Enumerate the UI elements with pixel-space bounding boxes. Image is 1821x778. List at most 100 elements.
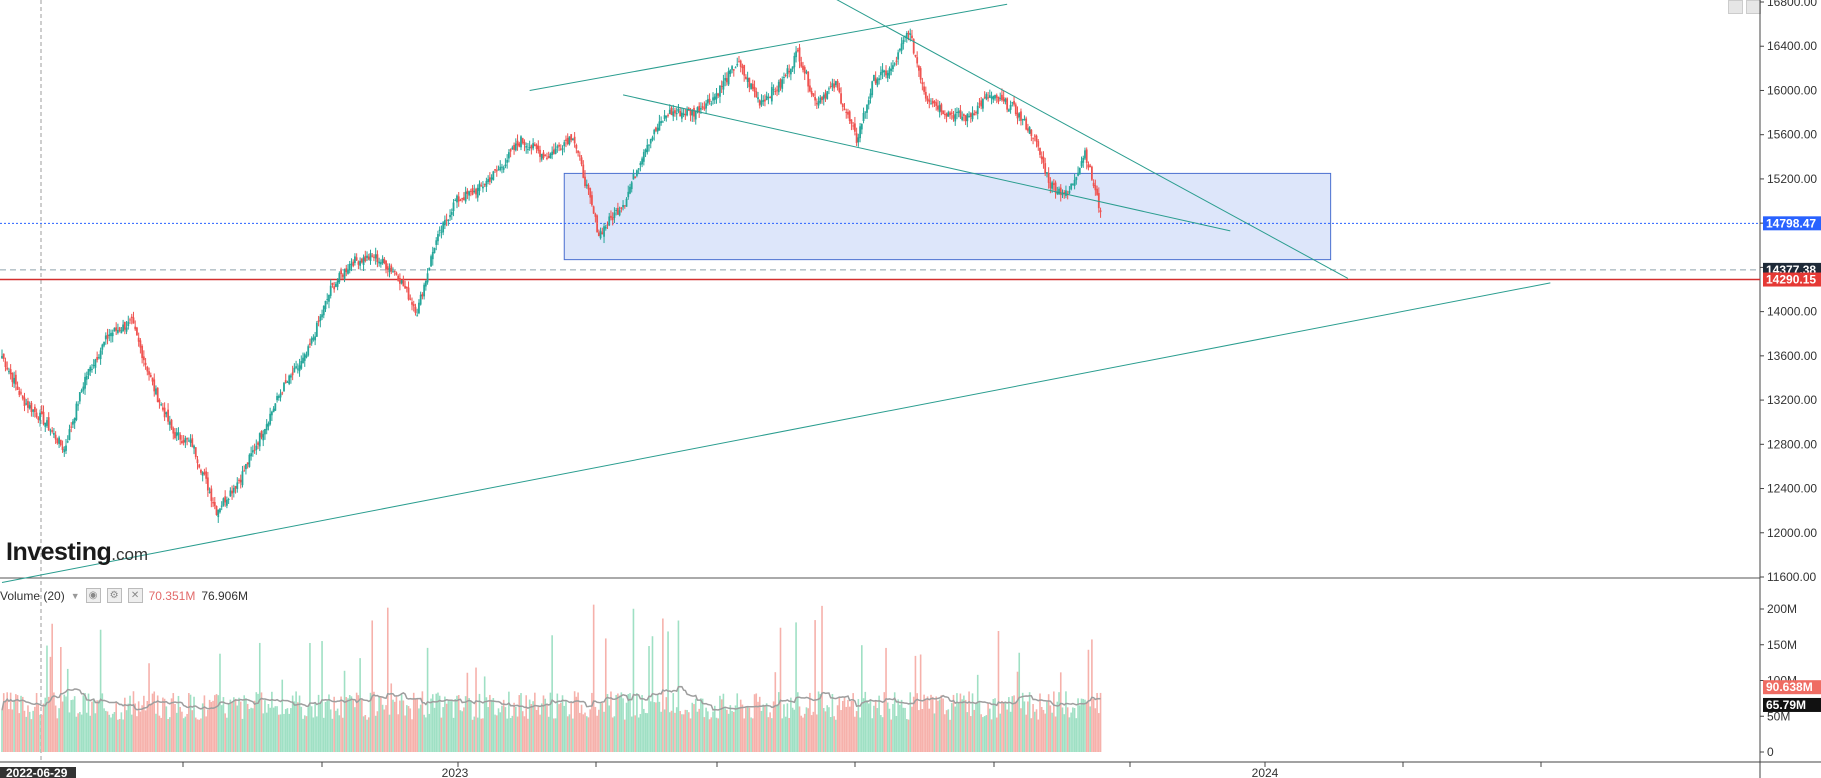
close-icon[interactable]: ✕ [127,588,143,603]
candle-body [751,83,754,89]
volume-bar [700,698,702,752]
candle-body [886,72,889,79]
volume-bar [636,693,638,752]
volume-bar [627,694,630,752]
candle-body [556,146,559,148]
volume-bar [113,712,116,752]
volume-bar [85,712,88,752]
volume-bar [748,707,751,752]
candle-body [542,152,545,159]
volume-bar [862,698,865,752]
candle-body [1011,102,1014,104]
volume-bar [535,709,538,752]
volume-bar [1020,708,1022,752]
eye-icon[interactable]: ◉ [85,588,101,603]
candle-body [599,230,602,239]
chevron-down-icon[interactable]: ▼ [70,590,80,601]
candle-body [1026,128,1029,131]
volume-bar [281,679,284,752]
candle-body [630,182,633,190]
volume-bar [1013,695,1015,752]
volume-bar [300,706,303,752]
candle-body [1044,163,1047,174]
volume-bar [836,705,839,752]
candle-body [58,437,60,444]
volume-bar [755,693,758,752]
volume-bar [143,695,145,752]
volume-bar [764,706,766,752]
volume-bar [966,712,969,752]
window-control-icon[interactable] [1728,0,1743,14]
volume-bar [556,693,559,752]
volume-bar [146,700,149,752]
candle-body [796,50,799,52]
volume-bar [149,703,152,752]
volume-bar [162,697,164,752]
candle-body [520,136,522,148]
candle-body [983,96,986,98]
candle-body [528,147,531,149]
volume-bar [921,708,924,752]
volume-bar [876,708,879,752]
volume-bar [118,719,121,752]
candle-body [523,141,526,145]
volume-bar [719,695,721,752]
candle-body [938,105,941,113]
volume-bar [841,700,844,752]
gear-icon[interactable]: ⚙ [106,588,122,603]
volume-label: Volume (20) [0,588,65,603]
candle-body [478,183,481,191]
candle-body [47,417,50,431]
volume-bar [681,714,683,752]
candle-body [997,96,1000,102]
volume-bar [229,699,232,752]
candle-body [443,220,446,226]
volume-bar [82,695,85,752]
volume-bar [508,691,510,752]
volume-bar [322,717,325,752]
volume-bar [201,703,204,752]
volume-bar [561,695,564,752]
candle-body [698,105,701,113]
candle-body [376,254,379,263]
candle-body [558,144,560,147]
candle-body [198,464,201,468]
volume-bar [279,714,282,752]
candle-body [587,185,590,190]
candle-body [715,92,718,100]
candle-body [431,251,434,260]
trendlines [1,0,1551,584]
volume-bar [554,718,557,752]
volume-bar [976,674,979,752]
candle-body [741,66,744,69]
candle-body [129,319,131,321]
volume-bar [63,694,66,752]
volume-bar [558,704,560,752]
volume-bar [271,691,273,752]
volume-bar [954,706,957,752]
candle-body [755,91,758,98]
candle-body [916,57,919,64]
candle-body [795,51,797,58]
volume-bar [634,715,636,752]
candle-body [227,499,230,501]
candle-body [234,485,237,489]
volume-bar [234,698,237,752]
candle-body [847,111,849,115]
volume-bar [222,697,225,752]
candle-body [238,479,240,481]
candle-body [700,108,702,110]
volume-bar [444,696,446,752]
volume-bar [99,629,102,752]
volume-bar [622,698,624,752]
candle-body [355,257,358,261]
candle-body [106,335,109,339]
candle-body [902,40,905,44]
volume-bar [713,705,716,752]
volume-bar [475,667,477,752]
candle-body [449,214,451,218]
volume-bar [892,703,894,752]
volume-bar [13,699,15,752]
candle-body [594,213,597,217]
volume-bar [269,707,271,752]
